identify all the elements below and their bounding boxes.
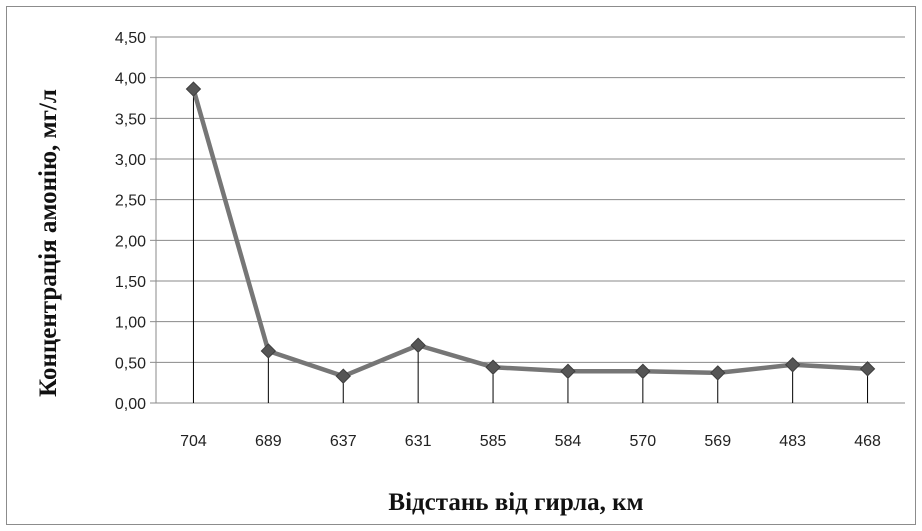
data-point-marker — [485, 359, 501, 375]
y-tick-label: 1,00 — [115, 315, 146, 332]
x-tick-labels: 704 689 637 631 585 584 570 569 483 468 — [180, 433, 881, 450]
x-tick-label: 631 — [405, 433, 432, 450]
y-axis-title: Концентрація амонію, мг/л — [35, 89, 62, 397]
y-tick-label: 3,00 — [115, 152, 146, 169]
x-axis-title: Відстань від гирла, км — [388, 489, 643, 516]
x-tick-label: 689 — [255, 433, 282, 450]
axes — [150, 36, 905, 404]
y-tick-labels: 0,00 0,50 1,00 1,50 2,00 2,50 3,00 3,50 4,00 4,50 — [115, 30, 146, 413]
x-tick-label: 704 — [180, 433, 207, 450]
drop-lines — [192, 89, 869, 403]
y-tick-label: 1,50 — [115, 274, 146, 291]
data-point-marker — [410, 337, 426, 353]
data-point-marker — [859, 361, 876, 377]
y-tick-label: 3,50 — [115, 111, 146, 128]
y-tick-label: 2,50 — [115, 193, 146, 210]
x-tick-label: 483 — [779, 433, 806, 450]
series-line — [191, 86, 870, 379]
y-tick-label: 0,00 — [115, 396, 146, 413]
chart-frame — [6, 6, 916, 525]
y-tick-label: 4,00 — [115, 71, 146, 88]
data-point-marker — [635, 363, 651, 379]
series-layer — [185, 81, 876, 384]
data-point-marker — [710, 365, 726, 381]
data-point-marker — [260, 343, 277, 359]
x-tick-label: 584 — [555, 433, 582, 450]
x-tick-label: 637 — [330, 433, 357, 450]
data-point-marker — [784, 357, 801, 373]
data-point-marker — [335, 368, 351, 384]
x-tick-label: 570 — [629, 433, 656, 450]
x-tick-label: 468 — [854, 433, 881, 450]
data-point-marker — [185, 81, 202, 97]
x-tick-label: 585 — [480, 433, 507, 450]
y-tick-label: 4,50 — [115, 30, 146, 47]
data-point-marker — [560, 363, 576, 379]
y-tick-label: 2,00 — [115, 233, 146, 250]
gridlines — [156, 36, 905, 363]
y-tick-label: 0,50 — [115, 355, 146, 372]
x-tick-label: 569 — [704, 433, 731, 450]
